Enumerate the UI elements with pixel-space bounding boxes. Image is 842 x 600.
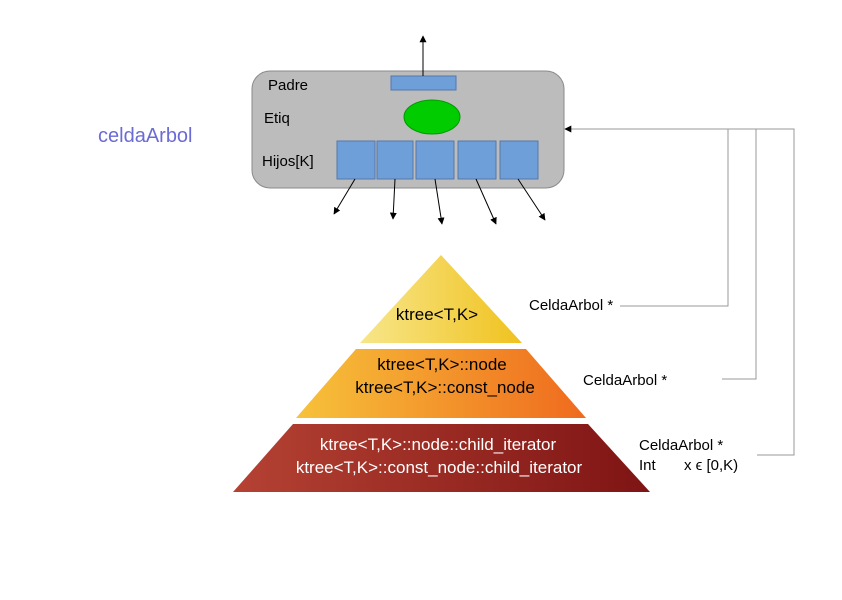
connector-top (620, 129, 729, 307)
pyramid-middle (296, 349, 586, 418)
annotation-bottom-1: CeldaArbol * (639, 437, 723, 454)
etiq-label: Etiq (264, 110, 290, 127)
annotation-bottom-2a: Int (639, 457, 657, 474)
pyramid-middle-label-2: ktree<T,K>::const_node (355, 378, 535, 397)
hijo-slot-0 (336, 140, 376, 180)
pyramid-bottom-label-2: ktree<T,K>::const_node::child_iterator (296, 458, 583, 477)
etiq-ellipse (403, 99, 461, 135)
hijo-slot-2 (415, 140, 455, 180)
padre-label: Padre (268, 77, 308, 94)
hijo-arrow-0 (333, 178, 356, 215)
hijo-arrow-2 (434, 178, 445, 225)
hijo-slot-3 (457, 140, 497, 180)
padre-slot (390, 75, 457, 91)
annotation-middle: CeldaArbol * (583, 372, 667, 389)
annotation-bottom-2b: x ϵ [0,K) (684, 457, 738, 474)
pyramid-middle-label-1: ktree<T,K>::node (377, 355, 506, 374)
connector-middle (722, 129, 757, 380)
pyramid-bottom-label-1: ktree<T,K>::node::child_iterator (320, 435, 557, 454)
hijo-arrow-4 (517, 178, 546, 221)
hijo-arrow-3 (475, 178, 497, 225)
annotation-top: CeldaArbol * (529, 297, 613, 314)
pyramid-top (360, 255, 522, 343)
hijo-slot-1 (376, 140, 414, 180)
connector-bottom (564, 125, 795, 456)
pyramid-top-label: ktree<T,K> (396, 305, 478, 324)
hijo-slot-4 (499, 140, 539, 180)
hijo-arrow-1 (389, 178, 397, 220)
pyramid-bottom (233, 424, 650, 492)
title-label: celdaArbol (98, 125, 193, 147)
hijos-label: Hijos[K] (262, 153, 314, 170)
